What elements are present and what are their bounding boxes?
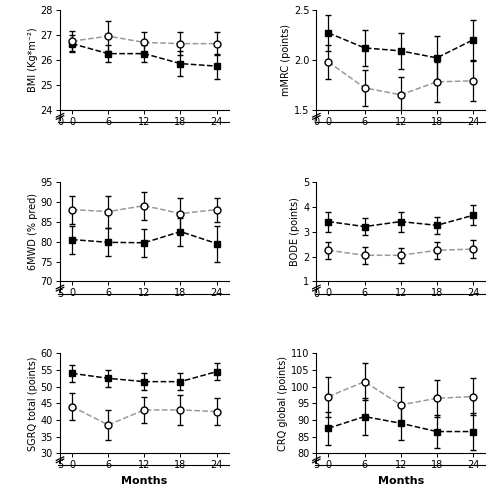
Text: 0: 0 [314, 289, 320, 299]
X-axis label: Months: Months [378, 476, 424, 486]
Y-axis label: CRQ global (points): CRQ global (points) [278, 356, 288, 451]
Text: 5: 5 [57, 460, 63, 470]
Y-axis label: BODE (points): BODE (points) [290, 197, 300, 266]
X-axis label: Months: Months [121, 476, 168, 486]
Text: 5: 5 [313, 460, 320, 470]
Y-axis label: 6MWD (% pred): 6MWD (% pred) [28, 193, 38, 270]
Y-axis label: BMI (Kg*m⁻²): BMI (Kg*m⁻²) [28, 27, 38, 92]
Text: 0: 0 [314, 117, 320, 127]
Y-axis label: SGRQ total (points): SGRQ total (points) [28, 356, 38, 451]
Text: 0: 0 [57, 117, 63, 127]
Text: 5: 5 [57, 289, 63, 299]
Y-axis label: mMRC (points): mMRC (points) [281, 24, 291, 96]
